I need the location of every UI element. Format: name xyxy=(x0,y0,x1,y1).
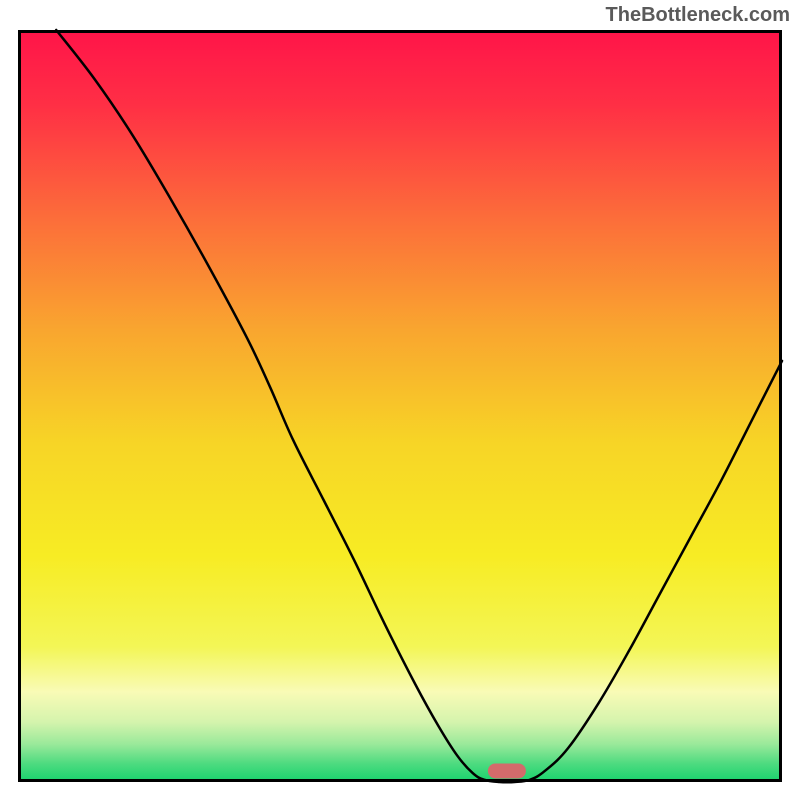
curve-path xyxy=(56,30,782,782)
chart-container: TheBottleneck.com xyxy=(0,0,800,800)
plot-area xyxy=(18,30,782,782)
watermark-text: TheBottleneck.com xyxy=(606,4,790,27)
optimum-marker xyxy=(488,763,526,778)
bottleneck-curve xyxy=(18,30,782,782)
